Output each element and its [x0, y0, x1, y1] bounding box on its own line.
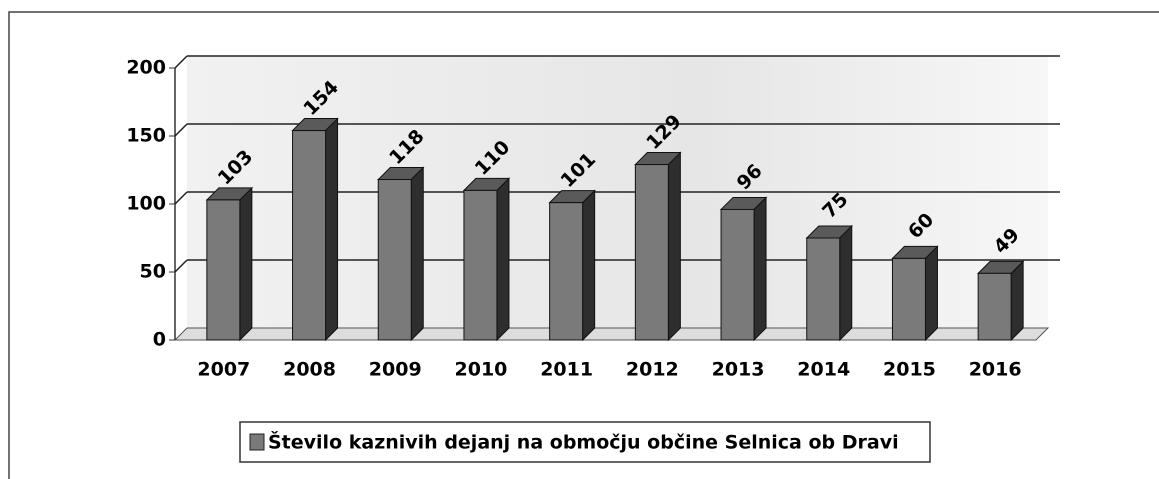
- bar: [977, 272, 1012, 341]
- bar: [206, 199, 241, 341]
- bar: [891, 257, 926, 341]
- chart-border: [8, 11, 1159, 479]
- grid-line: [174, 259, 188, 273]
- x-tick-label: 2010: [455, 359, 508, 381]
- bar-side: [667, 151, 681, 342]
- x-tick-label: 2016: [969, 359, 1022, 381]
- bar: [377, 179, 412, 341]
- x-tick-label: 2014: [797, 359, 850, 381]
- bar: [720, 208, 755, 341]
- x-tick-label: 2011: [540, 359, 593, 381]
- x-tick-label: 2009: [369, 359, 422, 381]
- bar: [463, 189, 498, 341]
- x-tick-label: 2015: [883, 359, 936, 381]
- x-tick-label: 2008: [283, 359, 336, 381]
- x-tick-label: 2012: [626, 359, 679, 381]
- y-tick-label: 0: [153, 329, 166, 351]
- bar-side: [325, 117, 339, 342]
- bar-side: [924, 245, 938, 342]
- y-tick-label: 200: [126, 57, 166, 79]
- bar: [806, 237, 841, 341]
- y-tick-label: 150: [126, 125, 166, 147]
- bar: [549, 202, 584, 341]
- grid-line: [174, 55, 188, 69]
- bar-side: [582, 189, 596, 342]
- bar-side: [239, 186, 253, 342]
- y-tick-label: 100: [126, 193, 166, 215]
- grid-line: [174, 123, 188, 137]
- legend-swatch: [249, 433, 265, 451]
- bar: [292, 130, 327, 341]
- y-tick-label: 50: [140, 261, 166, 283]
- x-tick-label: 2013: [712, 359, 765, 381]
- bar-side: [1010, 260, 1024, 342]
- bar: [634, 164, 669, 341]
- bar-side: [496, 177, 510, 342]
- legend-label: Število kaznivih dejanj na območju občin…: [268, 430, 899, 454]
- bar-side: [839, 224, 853, 342]
- bar-side: [753, 196, 767, 342]
- x-tick-label: 2007: [197, 359, 250, 381]
- bar-side: [410, 166, 424, 342]
- legend-box: [239, 421, 931, 463]
- grid-line: [174, 191, 188, 205]
